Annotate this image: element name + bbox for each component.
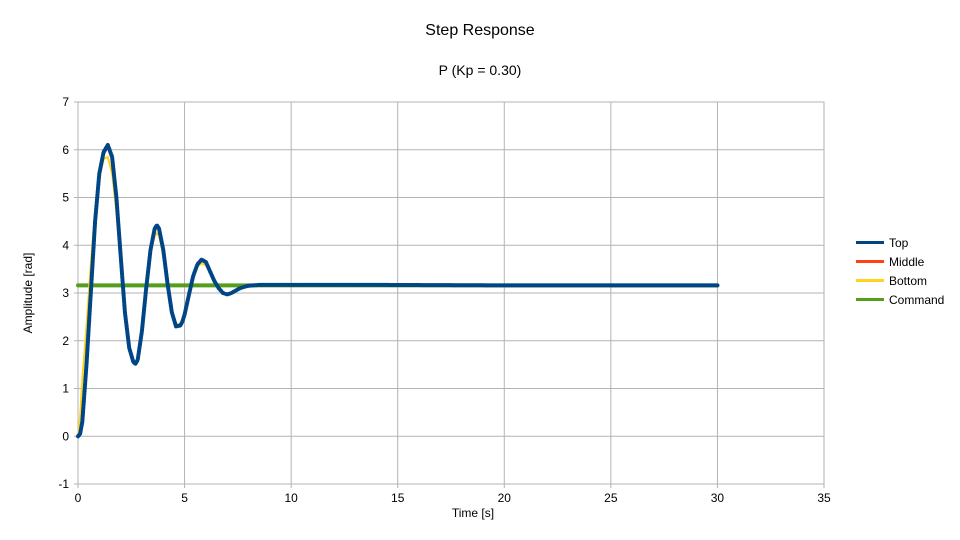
- legend-label-command: Command: [889, 292, 945, 307]
- legend: Top Middle Bottom Command: [856, 233, 944, 309]
- series-line-top: [76, 143, 720, 439]
- legend-label-bottom: Bottom: [889, 273, 928, 288]
- y-tick-label: 4: [62, 238, 69, 252]
- y-tick-label: 3: [62, 286, 69, 300]
- chart-subtitle: P (Kp = 0.30): [438, 62, 522, 78]
- y-tick-label: 0: [62, 429, 69, 443]
- legend-item-command: Command: [856, 290, 944, 309]
- legend-label-top: Top: [889, 235, 909, 250]
- y-tick-label: 2: [62, 334, 69, 348]
- legend-item-middle: Middle: [856, 252, 944, 271]
- legend-label-middle: Middle: [889, 254, 925, 269]
- legend-item-bottom: Bottom: [856, 271, 944, 290]
- y-tick-label: -1: [58, 477, 69, 491]
- x-tick-label: 35: [817, 491, 831, 505]
- legend-swatch-command: [856, 298, 884, 301]
- chart-title: Step Response: [425, 22, 535, 39]
- legend-swatch-middle: [856, 260, 884, 263]
- x-tick-label: 15: [391, 491, 405, 505]
- legend-swatch-bottom: [856, 279, 884, 282]
- x-tick-label: 25: [604, 491, 618, 505]
- x-tick-label: 30: [711, 491, 725, 505]
- x-tick-label: 5: [181, 491, 188, 505]
- x-tick-label: 20: [498, 491, 512, 505]
- y-axis-label: Amplitude [rad]: [21, 253, 35, 334]
- legend-item-top: Top: [856, 233, 944, 252]
- x-tick-label: 10: [284, 491, 298, 505]
- y-tick-label: 5: [62, 191, 69, 205]
- legend-swatch-top: [856, 241, 884, 244]
- x-tick-label: 0: [75, 491, 82, 505]
- y-tick-label: 6: [62, 143, 69, 157]
- y-tick-label: 1: [62, 382, 69, 396]
- x-axis-label: Time [s]: [452, 506, 494, 520]
- y-tick-label: 7: [62, 95, 69, 109]
